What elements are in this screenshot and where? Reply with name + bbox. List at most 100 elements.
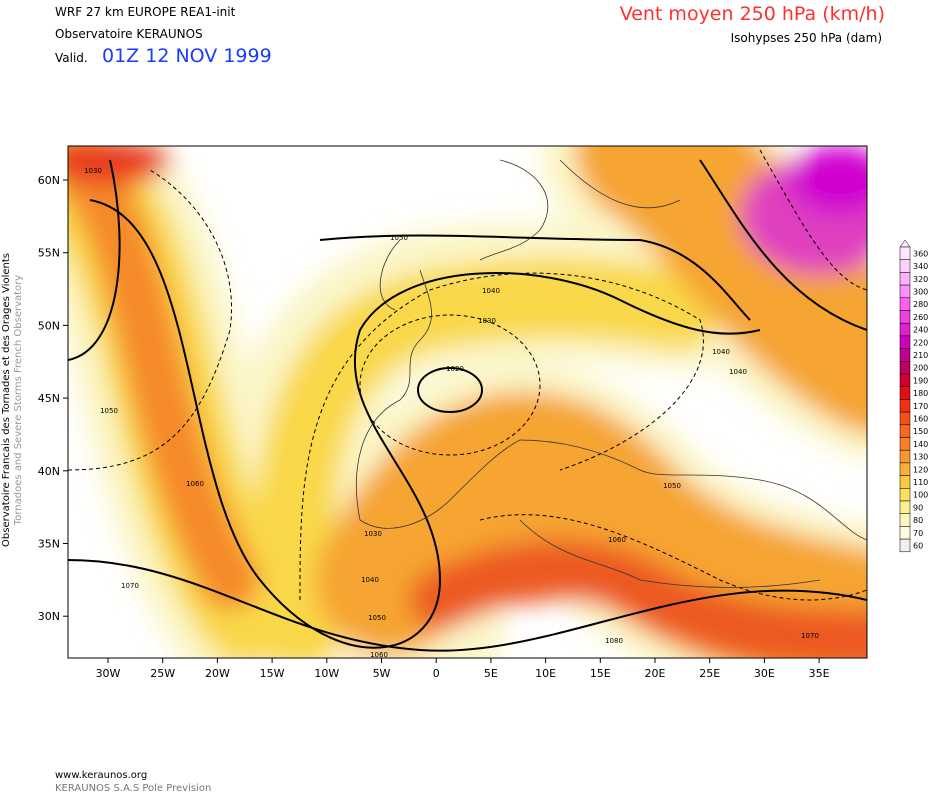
colorbar-label: 240 <box>913 326 928 335</box>
contour-label: 1060 <box>186 480 204 488</box>
colorbar-label: 120 <box>913 465 928 474</box>
lon-label: 25W <box>150 667 175 680</box>
footer-company: KERAUNOS S.A.S Pole Prevision <box>55 783 211 794</box>
colorbar-swatch <box>899 297 911 311</box>
lon-label: 20W <box>205 667 230 680</box>
colorbar-swatch <box>899 310 911 324</box>
contour-label: 1020 <box>446 365 464 373</box>
colorbar-label: 70 <box>913 529 923 538</box>
side-text: Tornadoes and Severe Storms French Obser… <box>13 275 24 526</box>
colorbar-label: 180 <box>913 389 928 398</box>
colorbar-swatch <box>899 272 911 286</box>
contour-label: 1050 <box>663 482 681 490</box>
lon-label: 10E <box>535 667 556 680</box>
lon-label: 5E <box>484 667 498 680</box>
lat-label: 60N <box>38 174 60 187</box>
contour-label: 1040 <box>361 576 379 584</box>
contour-label: 1050 <box>100 407 118 415</box>
colorbar-swatch <box>899 361 911 375</box>
contour-label: 1060 <box>608 536 626 544</box>
colorbar-swatch <box>899 437 911 451</box>
colorbar-label: 150 <box>913 427 928 436</box>
colorbar-swatch <box>899 462 911 476</box>
colorbar-swatch <box>899 500 911 514</box>
contour-label: 1070 <box>801 632 819 640</box>
lat-label: 40N <box>38 465 60 478</box>
colorbar-swatch <box>899 538 911 553</box>
lon-label: 15W <box>260 667 285 680</box>
colorbar-label: 80 <box>913 516 923 525</box>
contour-label: 1050 <box>390 234 408 242</box>
colorbar-label: 140 <box>913 440 928 449</box>
model-label: WRF 27 km EUROPE REA1-init <box>55 5 236 19</box>
lon-label: 25E <box>699 667 720 680</box>
colorbar-swatch <box>899 526 911 540</box>
colorbar-label: 190 <box>913 376 928 385</box>
map-title: Vent moyen 250 hPa (km/h) <box>620 3 885 25</box>
colorbar-label: 170 <box>913 402 928 411</box>
contour-label: 1060 <box>370 651 388 659</box>
org-label: Observatoire KERAUNOS <box>55 27 203 41</box>
wind-shading <box>68 146 867 658</box>
colorbar-swatch <box>899 386 911 400</box>
colorbar-label: 100 <box>913 491 928 500</box>
colorbar-label: 90 <box>913 503 923 512</box>
map-field <box>68 146 867 658</box>
contour-label: 1030 <box>478 317 496 325</box>
colorbar-swatch <box>899 411 911 426</box>
lon-label: 30E <box>754 667 775 680</box>
colorbar-swatch <box>899 259 911 273</box>
colorbar-label: 360 <box>913 249 928 258</box>
isohypses <box>68 149 867 652</box>
colorbar-swatch <box>899 399 911 413</box>
colorbar-label: 160 <box>913 414 928 423</box>
contour-label: 1050 <box>368 614 386 622</box>
contour-label: 1030 <box>364 530 382 538</box>
colorbar-label: 300 <box>913 287 928 296</box>
colorbar-label: 260 <box>913 313 928 322</box>
colorbar-swatch <box>899 424 911 438</box>
colorbar-swatch <box>899 475 911 489</box>
footer-url: www.keraunos.org <box>55 770 147 781</box>
colorbar-label: 200 <box>913 364 928 373</box>
coastlines <box>355 159 867 588</box>
lat-label: 50N <box>38 319 60 332</box>
contour-label: 1040 <box>482 287 500 295</box>
lon-label: 30W <box>96 667 121 680</box>
lon-label: 15E <box>590 667 611 680</box>
contour-label: 1030 <box>84 167 102 175</box>
colorbar-label: 210 <box>913 351 928 360</box>
lon-label: 10W <box>314 667 339 680</box>
colorbar-label: 220 <box>913 338 928 347</box>
lon-label: 20E <box>645 667 666 680</box>
contour-label: 1080 <box>605 637 623 645</box>
colorbar-label: 320 <box>913 275 928 284</box>
colorbar-cap <box>899 239 911 248</box>
lat-label: 30N <box>38 610 60 623</box>
contour-label: 1040 <box>729 368 747 376</box>
lon-label: 5W <box>373 667 391 680</box>
colorbar-swatch <box>899 322 911 337</box>
valid-time: 01Z 12 NOV 1999 <box>102 45 272 67</box>
colorbar-swatch <box>899 513 911 527</box>
colorbar-label: 130 <box>913 453 928 462</box>
valid-label: Valid. <box>55 51 88 65</box>
colorbar-label: 110 <box>913 478 928 487</box>
colorbar-swatch <box>899 284 911 299</box>
map-subtitle: Isohypses 250 hPa (dam) <box>731 31 882 45</box>
colorbar-swatch <box>899 373 911 387</box>
colorbar-label: 340 <box>913 262 928 271</box>
lat-label: 55N <box>38 247 60 260</box>
lon-label: 0 <box>433 667 440 680</box>
contour-label: 1070 <box>121 582 139 590</box>
colorbar-swatch <box>899 348 911 362</box>
contour-label: 1040 <box>712 348 730 356</box>
colorbar-swatch <box>899 335 911 349</box>
colorbar-label: 280 <box>913 300 928 309</box>
map-frame <box>67 145 868 659</box>
colorbar-label: 60 <box>913 541 923 550</box>
side-text: Observatoire Francais des Tornades et de… <box>1 253 12 547</box>
colorbar-swatch <box>899 449 911 464</box>
